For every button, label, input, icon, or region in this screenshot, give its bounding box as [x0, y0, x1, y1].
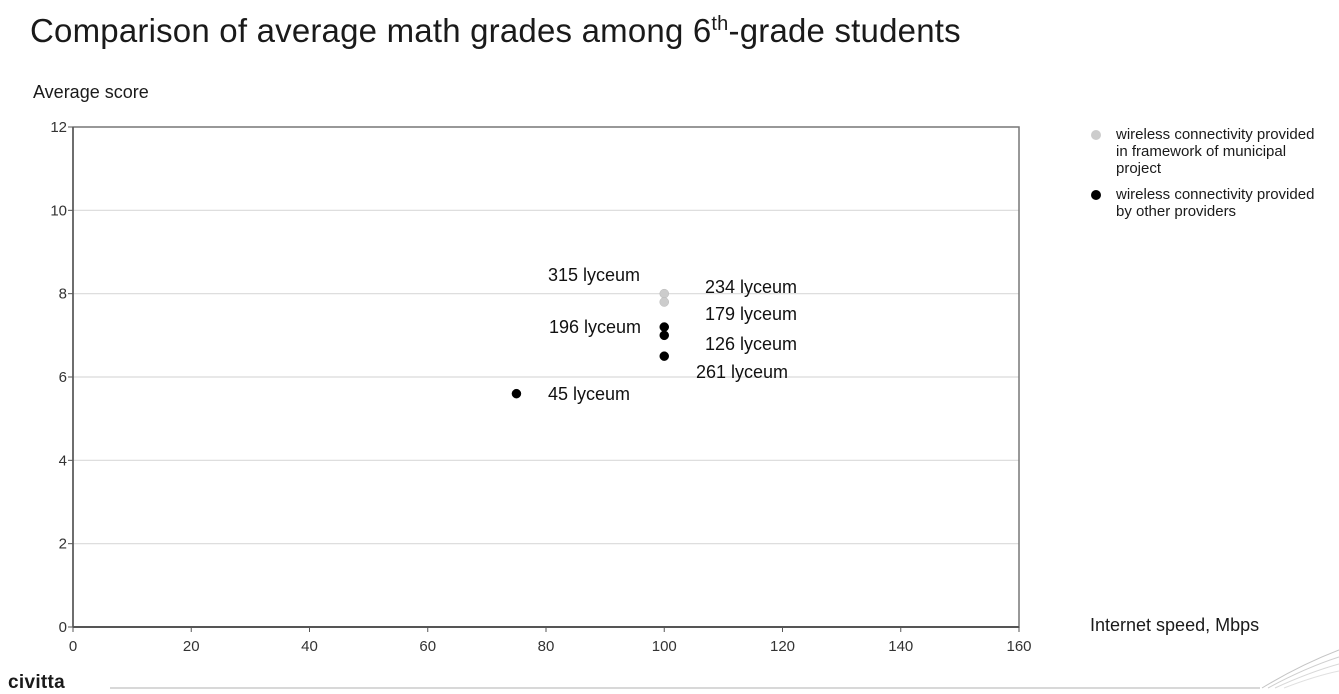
y-tick-label-4: 4 [59, 452, 67, 469]
brand-logo: civitta [8, 672, 66, 693]
data-point-s1-1 [659, 330, 669, 341]
annotation-label-6: 45 lyceum [548, 384, 630, 404]
annotation-label-2: 179 lyceum [705, 304, 797, 324]
y-tick-label-10: 10 [50, 202, 67, 219]
y-tick-label-8: 8 [59, 286, 67, 303]
data-point-s1-3 [511, 388, 522, 399]
y-tick-label-12: 12 [50, 119, 67, 136]
x-tick-label-60: 60 [419, 638, 436, 655]
title-rest: -grade students [728, 12, 961, 49]
y-tick-label-6: 6 [59, 369, 67, 386]
y-tick-label-0: 0 [59, 619, 67, 636]
legend-item-municipal: wireless connectivity provided in framew… [1085, 126, 1330, 177]
legend-item-other: wireless connectivity provided by other … [1085, 186, 1330, 220]
y-axis-label: Average score [33, 82, 149, 102]
legend-marker-other [1091, 190, 1101, 200]
x-tick-label-160: 160 [1006, 638, 1031, 655]
title-main: Comparison of average math grades among … [30, 12, 712, 49]
x-axis-label: Internet speed, Mbps [1090, 615, 1260, 635]
x-tick-label-0: 0 [69, 638, 77, 655]
annotation-label-4: 126 lyceum [705, 334, 797, 354]
annotation-label-1: 234 lyceum [705, 277, 797, 297]
x-tick-label-80: 80 [538, 638, 555, 655]
data-point-s1-2 [659, 351, 669, 361]
annotation-label-0: 315 lyceum [548, 265, 640, 285]
legend-label-other: wireless connectivity provided by other … [1116, 186, 1315, 220]
x-tick-label-20: 20 [183, 638, 200, 655]
x-tick-label-100: 100 [652, 638, 677, 655]
legend-marker-municipal [1091, 130, 1101, 140]
x-tick-label-120: 120 [770, 638, 795, 655]
legend: wireless connectivity provided in framew… [1085, 126, 1330, 229]
legend-label-municipal: wireless connectivity provided in framew… [1116, 126, 1315, 177]
y-tick-label-2: 2 [59, 536, 67, 553]
x-tick-label-140: 140 [888, 638, 913, 655]
chart-title: Comparison of average math grades among … [30, 12, 961, 50]
title-superscript: th [711, 13, 729, 35]
annotation-label-5: 261 lyceum [696, 362, 788, 382]
data-point-s0-1 [659, 297, 669, 307]
x-tick-label-40: 40 [301, 638, 318, 655]
annotation-label-3: 196 lyceum [549, 317, 641, 337]
